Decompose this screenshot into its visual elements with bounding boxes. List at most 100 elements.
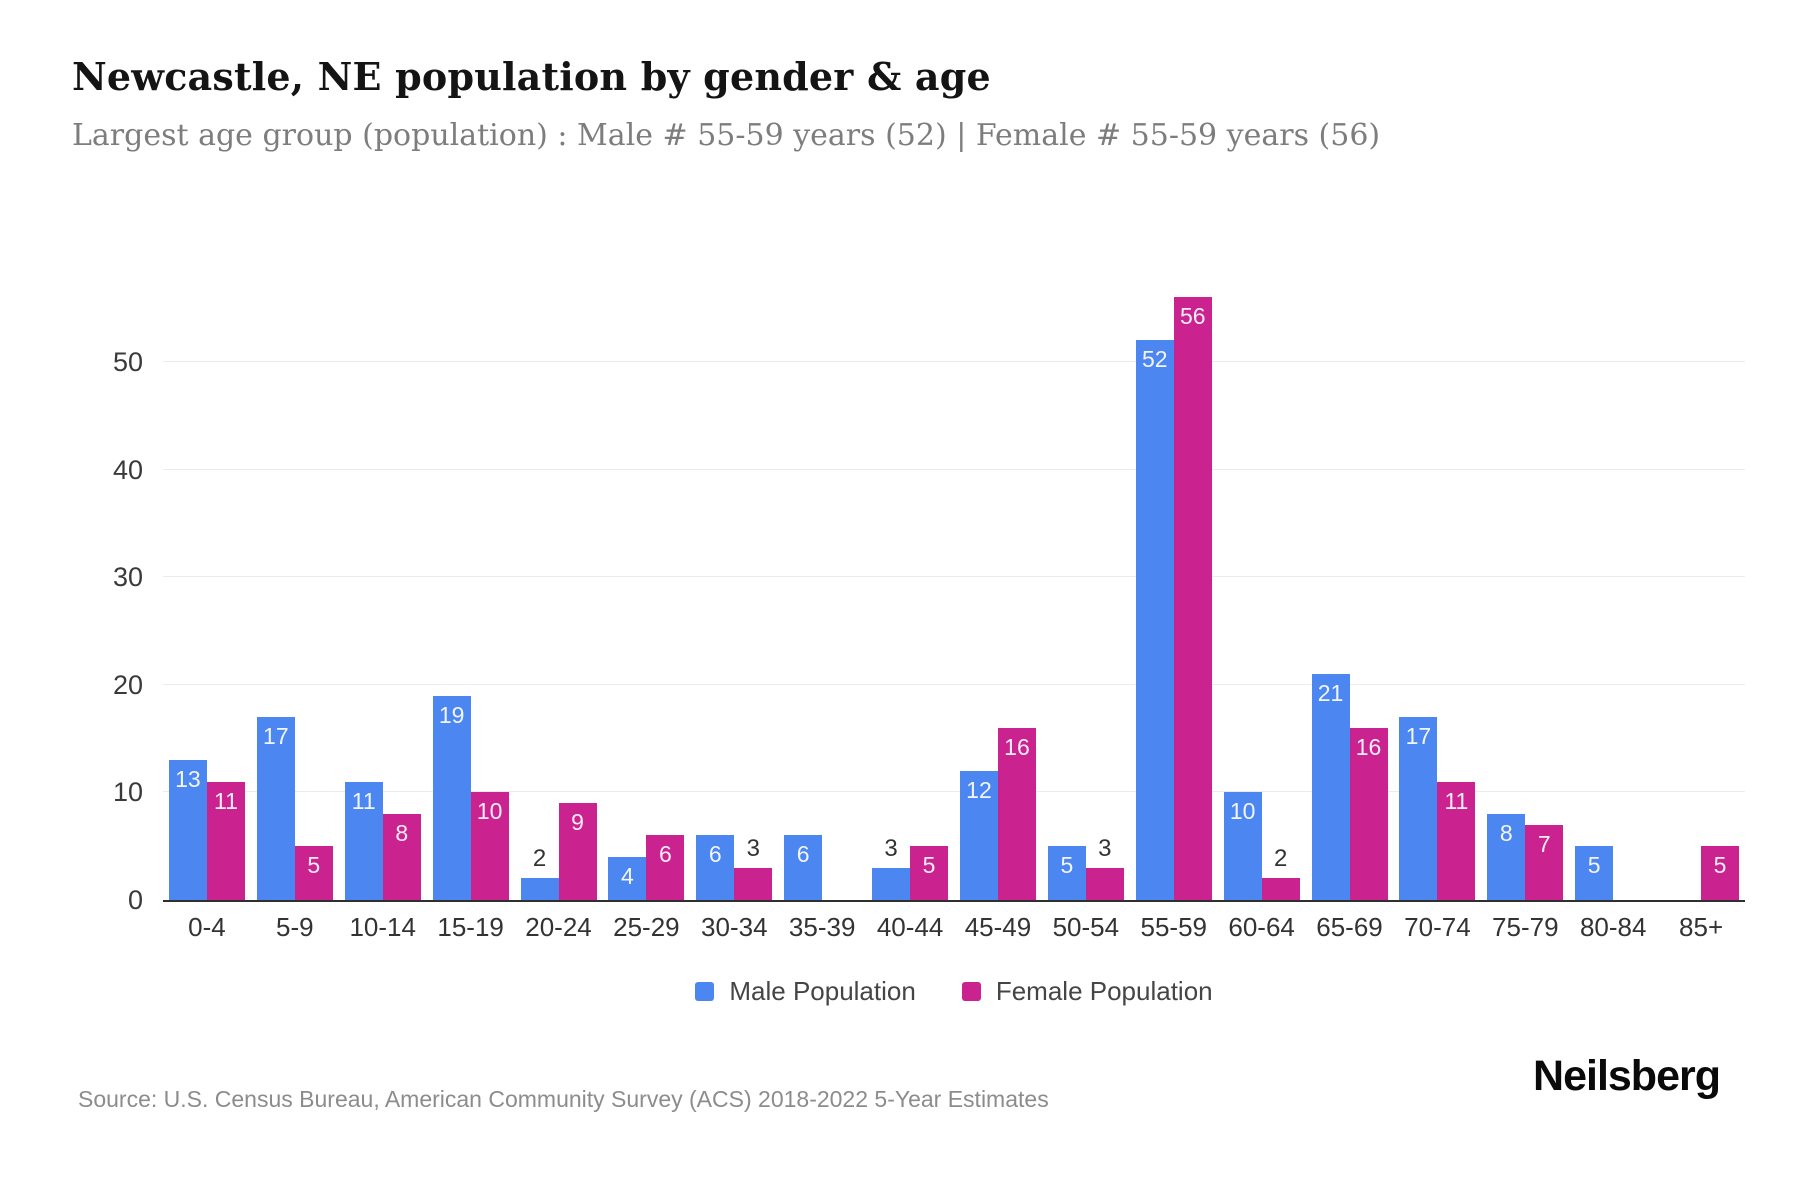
bar-value-label: 17 (263, 723, 289, 750)
bar-male-40-44[interactable]: 3 (872, 835, 911, 900)
bar-male-5-9[interactable]: 17 (256, 717, 295, 900)
x-axis-label-70-74: 70-74 (1404, 912, 1471, 942)
bar-value-label: 6 (708, 841, 722, 868)
bar-value-label: 17 (1405, 723, 1432, 750)
bar-male-20-24[interactable]: 2 (520, 845, 559, 900)
x-axis-label-0-4: 0-4 (188, 912, 226, 942)
bar-female-15-19[interactable]: 10 (470, 792, 509, 900)
y-axis-tick-label-0: 0 (127, 885, 143, 915)
bar-group-60-64: 10 2 60-64 (1218, 262, 1306, 942)
bar-group-35-39: 6 35-39 (778, 262, 866, 942)
bar-female-55-59[interactable]: 56 (1173, 297, 1212, 900)
bar-value-label: 7 (1537, 830, 1551, 857)
bar-male-0-4[interactable]: 13 (168, 760, 207, 900)
bar-value-label: 2 (1273, 845, 1288, 873)
bar-male-15-19[interactable]: 19 (432, 695, 471, 900)
gridline-20 (163, 683, 1745, 685)
bar-male-80-84[interactable]: 5 (1575, 846, 1614, 900)
legend-item-male[interactable]: Male Population (695, 976, 916, 1007)
bar-female-60-64[interactable]: 2 (1261, 845, 1300, 900)
bar-male-30-34[interactable]: 6 (696, 835, 735, 900)
x-axis-label-15-19: 15-19 (437, 912, 504, 942)
x-axis-label-10-14: 10-14 (349, 912, 416, 942)
x-axis-label-75-79: 75-79 (1492, 912, 1559, 942)
x-axis-label-65-69: 65-69 (1316, 912, 1383, 942)
x-axis-label-60-64: 60-64 (1228, 912, 1295, 942)
legend-item-female[interactable]: Female Population (961, 976, 1213, 1007)
bar-male-55-59[interactable]: 52 (1135, 340, 1174, 900)
y-axis-tick-label-10: 10 (112, 777, 143, 808)
bar-female-45-49[interactable]: 16 (997, 727, 1036, 900)
bar-male-45-49[interactable]: 12 (959, 770, 998, 900)
bar-value-label: 5 (307, 852, 321, 879)
legend-label-male: Male Population (729, 976, 916, 1006)
gridline-40 (163, 468, 1745, 470)
bar-male-70-74[interactable]: 17 (1399, 717, 1438, 900)
x-axis-label-85+: 85+ (1679, 912, 1724, 942)
bar-group-20-24: 2 9 20-24 (515, 262, 603, 942)
bar-female-20-24[interactable]: 9 (558, 803, 597, 900)
bar-female-50-54[interactable]: 3 (1085, 835, 1124, 900)
bar-value-label: 16 (1355, 733, 1382, 760)
y-axis-tick-label-40: 40 (112, 454, 143, 485)
gridline-10 (163, 791, 1745, 793)
bar-female-85+[interactable]: 5 (1701, 846, 1740, 900)
bar-female-5-9[interactable]: 5 (294, 846, 333, 900)
bar-value-label: 16 (1004, 733, 1030, 760)
bar-group-30-34: 6 3 30-34 (690, 262, 778, 942)
bar-group-70-74: 17 11 70-74 (1393, 262, 1481, 942)
bar-value-label: 5 (922, 852, 936, 879)
bar-value-label: 9 (571, 809, 584, 836)
x-axis-label-5-9: 5-9 (276, 912, 314, 942)
bar-female-75-79[interactable]: 7 (1525, 824, 1564, 900)
bar-male-10-14[interactable]: 11 (344, 781, 383, 900)
chart-title: Newcastle, NE population by gender & age (72, 54, 991, 99)
plot-area: 0 10 20 30 40 50 13 11 0-4 17 5 5-9 11 8 10-14 19 10 15-1… (113, 262, 1745, 942)
bar-value-label: 5 (1587, 852, 1601, 879)
bar-group-40-44: 3 5 40-44 (866, 262, 954, 942)
bar-female-10-14[interactable]: 8 (382, 813, 421, 900)
bar-group-5-9: 17 5 5-9 (251, 262, 339, 942)
bar-groups: 13 11 0-4 17 5 5-9 11 8 10-14 19 10 15-19 2 9 20-24 4 6 2… (163, 262, 1745, 942)
bar-value-label: 11 (351, 787, 376, 814)
bar-value-label: 13 (175, 766, 201, 793)
bar-group-0-4: 13 11 0-4 (163, 262, 251, 942)
x-axis-label-55-59: 55-59 (1140, 912, 1207, 942)
bar-value-label: 8 (1499, 819, 1513, 846)
bar-value-label: 8 (395, 819, 409, 846)
gridline-30 (163, 576, 1745, 578)
bar-male-75-79[interactable]: 8 (1487, 813, 1526, 900)
x-axis-label-50-54: 50-54 (1052, 912, 1120, 942)
bar-male-50-54[interactable]: 5 (1047, 846, 1086, 900)
bar-value-label: 52 (1141, 346, 1168, 373)
bar-male-35-39[interactable]: 6 (784, 835, 823, 900)
x-axis-label-35-39: 35-39 (788, 912, 856, 942)
neilsberg-logo: Neilsberg (1533, 1052, 1721, 1100)
bar-male-25-29[interactable]: 4 (608, 856, 647, 900)
x-axis-label-30-34: 30-34 (701, 912, 768, 942)
bar-value-label: 5 (1060, 852, 1074, 879)
bar-value-label: 10 (476, 798, 503, 825)
bar-group-50-54: 5 3 50-54 (1042, 262, 1130, 942)
bar-value-label: 19 (438, 701, 465, 728)
bar-value-label: 3 (746, 834, 760, 862)
y-axis-tick-label-30: 30 (112, 562, 143, 593)
bar-female-25-29[interactable]: 6 (646, 835, 685, 900)
bar-value-label: 12 (966, 776, 992, 803)
bar-value-label: 6 (796, 841, 810, 868)
bar-value-label: 11 (213, 787, 238, 814)
bar-group-55-59: 52 56 55-59 (1130, 262, 1218, 942)
bar-male-65-69[interactable]: 21 (1311, 674, 1350, 900)
chart-subtitle: Largest age group (population) : Male # … (72, 118, 1381, 153)
bar-female-40-44[interactable]: 5 (910, 846, 949, 900)
bar-value-label: 21 (1317, 680, 1344, 707)
bar-group-10-14: 11 8 10-14 (339, 262, 427, 942)
bar-female-70-74[interactable]: 11 (1437, 781, 1476, 900)
gridline-50 (163, 361, 1745, 362)
bar-female-30-34[interactable]: 3 (734, 835, 773, 900)
bar-male-60-64[interactable]: 10 (1223, 792, 1262, 900)
bar-female-65-69[interactable]: 16 (1349, 727, 1388, 900)
bar-female-0-4[interactable]: 11 (206, 781, 245, 900)
bar-value-label: 4 (620, 862, 634, 889)
bar-value-label: 2 (532, 845, 547, 873)
